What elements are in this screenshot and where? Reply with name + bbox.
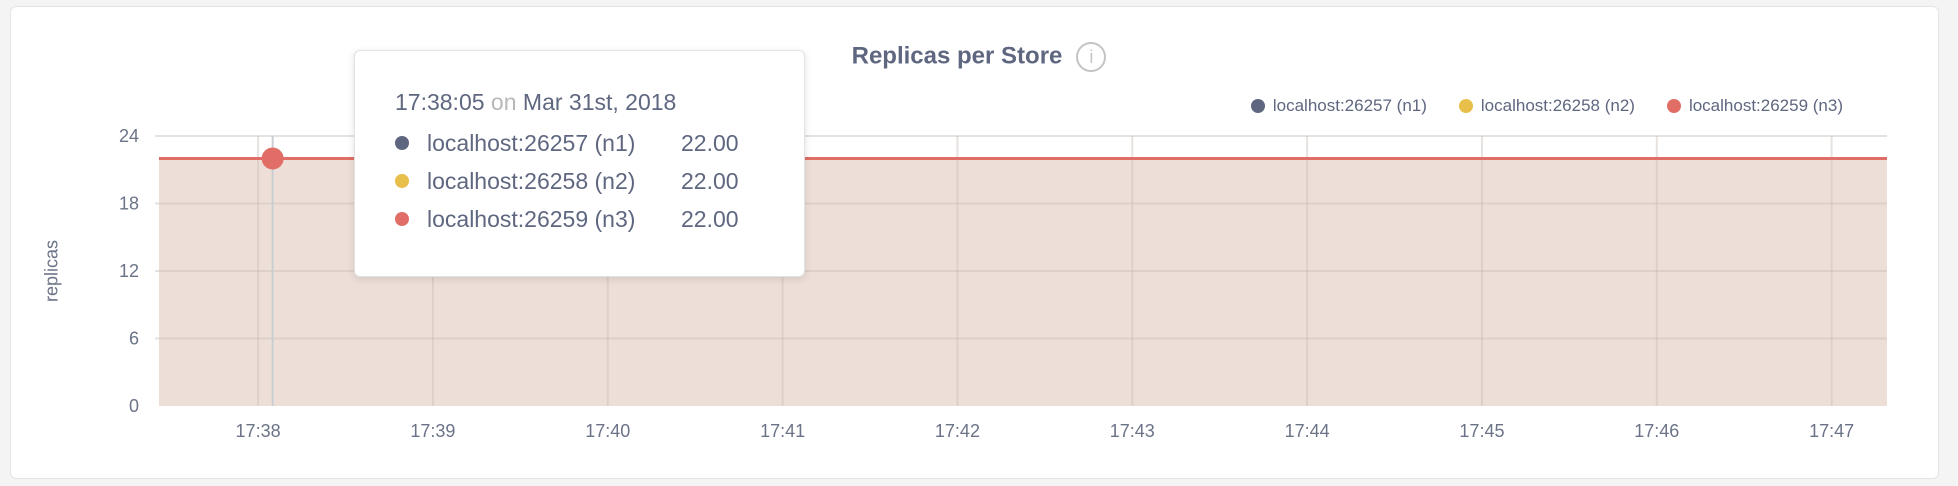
- y-tick-label: 24: [119, 126, 139, 146]
- y-tick-label: 6: [129, 329, 139, 349]
- x-tick-label: 17:42: [935, 421, 980, 441]
- y-tick-label: 18: [119, 194, 139, 214]
- tooltip-row: localhost:26258 (n2) 22.00: [395, 162, 804, 200]
- legend-item[interactable]: localhost:26259 (n3): [1666, 96, 1843, 116]
- tooltip-row: localhost:26257 (n1) 22.00: [395, 124, 804, 162]
- x-tick-label: 17:46: [1634, 421, 1679, 441]
- x-tick-label: 17:45: [1459, 421, 1504, 441]
- x-tick-label: 17:41: [760, 421, 805, 441]
- chart-title: Replicas per Store i: [0, 42, 1958, 72]
- x-tick-label: 17:40: [585, 421, 630, 441]
- tooltip-header: 17:38:05 on Mar 31st, 2018: [395, 89, 677, 115]
- legend-dot-icon: [1458, 99, 1473, 113]
- hover-tooltip: 17:38:05 on Mar 31st, 2018 localhost:262…: [354, 50, 805, 277]
- series-dot-icon: [395, 212, 409, 226]
- tooltip-row: localhost:26259 (n3) 22.00: [395, 200, 804, 238]
- series-dot-icon: [395, 136, 409, 150]
- y-axis-label: replicas: [41, 239, 62, 303]
- legend-item[interactable]: localhost:26258 (n2): [1458, 96, 1635, 116]
- hover-point: [261, 147, 284, 170]
- legend-item[interactable]: localhost:26257 (n1): [1250, 96, 1427, 116]
- x-tick-label: 17:39: [410, 421, 455, 441]
- x-tick-label: 17:44: [1285, 421, 1330, 441]
- y-tick-label: 12: [119, 261, 139, 281]
- info-circle-icon[interactable]: i: [1076, 42, 1107, 72]
- x-tick-label: 17:47: [1809, 421, 1854, 441]
- x-tick-label: 17:43: [1110, 421, 1155, 441]
- legend-dot-icon: [1666, 99, 1681, 113]
- y-tick-label: 0: [129, 396, 139, 416]
- legend: localhost:26257 (n1) localhost:26258 (n2…: [1250, 96, 1843, 116]
- x-tick-label: 17:38: [236, 421, 281, 441]
- legend-dot-icon: [1250, 99, 1265, 113]
- series-dot-icon: [395, 174, 409, 188]
